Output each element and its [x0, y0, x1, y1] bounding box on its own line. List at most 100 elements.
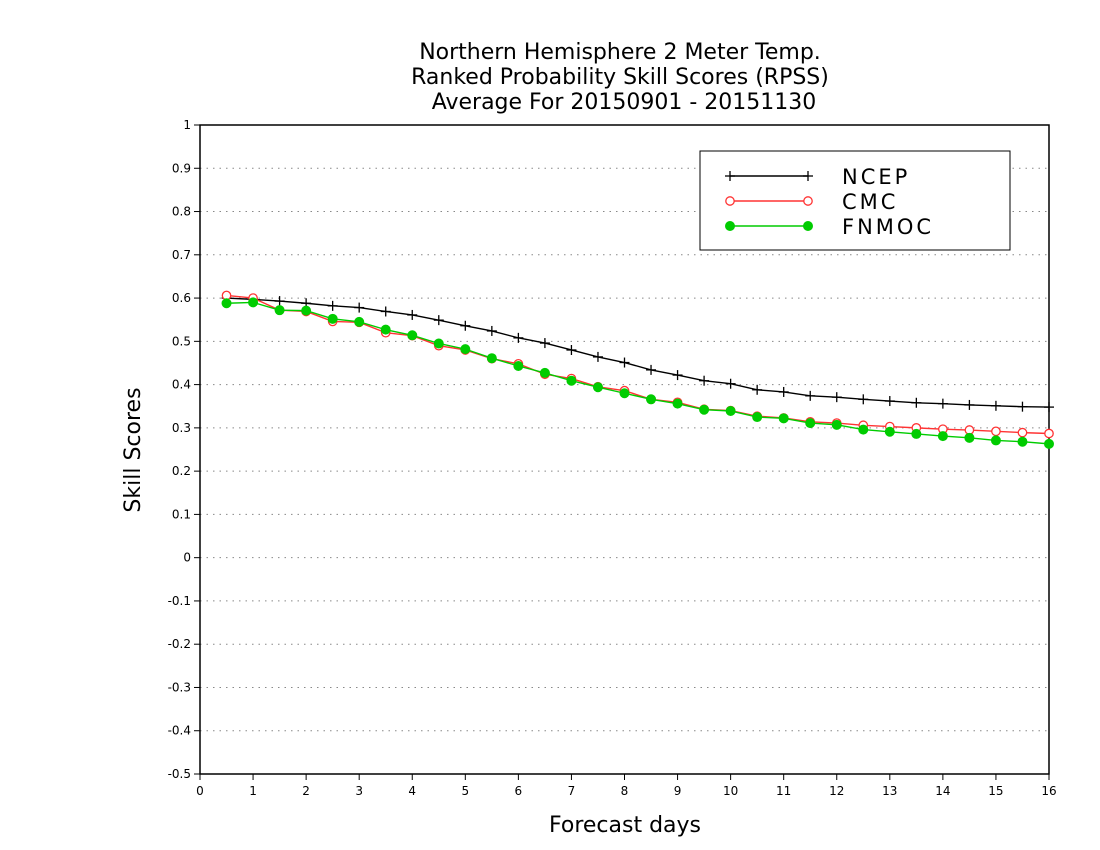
data-point [460, 344, 471, 355]
data-point [486, 353, 497, 364]
x-tick-label: 14 [935, 784, 950, 798]
data-point [1044, 428, 1054, 439]
data-point [911, 397, 922, 408]
data-point [725, 196, 735, 206]
data-point [725, 221, 735, 231]
y-tick-label: 0.9 [172, 161, 191, 175]
x-tick-label: 0 [196, 784, 204, 798]
x-tick-label: 12 [829, 784, 844, 798]
data-point [433, 338, 444, 349]
data-point [964, 399, 975, 410]
data-point [433, 315, 444, 326]
x-tick-label: 13 [882, 784, 897, 798]
data-point [699, 404, 710, 415]
chart-title-line-2: Ranked Probability Skill Scores (RPSS) [411, 65, 829, 90]
x-axis: 0 1 2 3 4 5 6 7 8 9 10 11 12 13 14 15 16 [196, 774, 1057, 798]
data-point [221, 298, 232, 309]
data-point [592, 351, 603, 362]
data-point [752, 384, 763, 395]
data-point [803, 221, 813, 231]
data-point [566, 344, 577, 355]
y-tick-label: -0.2 [168, 637, 191, 651]
data-point [619, 357, 630, 368]
data-point [831, 419, 842, 430]
x-tick-label: 8 [621, 784, 629, 798]
data-point [778, 386, 789, 397]
y-tick-label: 1 [183, 118, 191, 132]
y-tick-label: -0.3 [168, 680, 191, 694]
y-axis: -0.5 -0.4 -0.3 -0.2 -0.1 0 0.1 0.2 0.3 0.4 0.5 0.6 0… [168, 118, 200, 781]
data-point [407, 309, 418, 320]
data-point [884, 396, 895, 407]
x-tick-label: 1 [249, 784, 257, 798]
x-tick-label: 6 [515, 784, 523, 798]
data-point [274, 305, 285, 316]
x-tick-label: 15 [988, 784, 1003, 798]
legend-item-fnmoc: FNMOC [725, 215, 934, 239]
y-tick-label: 0.5 [172, 334, 191, 348]
data-point [990, 400, 1001, 411]
data-point [937, 431, 948, 442]
data-point [274, 296, 285, 307]
series-fnmoc [221, 297, 1054, 449]
data-point [354, 302, 365, 313]
data-point [646, 394, 657, 405]
series-layer [221, 290, 1054, 449]
data-point [460, 320, 471, 331]
series-line-ncep [226, 297, 1050, 408]
data-point [380, 324, 391, 335]
chart-title-line-1: Northern Hemisphere 2 Meter Temp. [419, 40, 821, 65]
data-point [911, 428, 922, 439]
y-tick-label: -0.1 [168, 594, 191, 608]
y-tick-label: 0.4 [172, 378, 191, 392]
data-point [380, 306, 391, 317]
legend-label: CMC [842, 190, 898, 214]
data-point [803, 196, 813, 206]
data-point [327, 313, 338, 324]
y-tick-label: 0.1 [172, 507, 191, 521]
data-point [1044, 402, 1054, 413]
data-point [803, 171, 813, 181]
x-tick-label: 4 [408, 784, 416, 798]
data-point [725, 405, 736, 416]
data-point [805, 390, 816, 401]
legend-label: FNMOC [842, 215, 934, 239]
data-point [301, 305, 312, 316]
data-point [513, 332, 524, 343]
chart-title-line-3: Average For 20150901 - 20151130 [432, 90, 817, 115]
data-point [672, 370, 683, 381]
x-tick-label: 7 [568, 784, 576, 798]
series-ncep [221, 293, 1054, 413]
data-point [1044, 438, 1054, 449]
data-point [884, 426, 895, 437]
horizontal-gridlines [200, 167, 1049, 732]
data-point [990, 435, 1001, 446]
data-point [619, 388, 630, 399]
data-point [1017, 427, 1028, 438]
data-point [327, 300, 338, 311]
data-point [592, 382, 603, 393]
y-tick-label: 0.8 [172, 205, 191, 219]
data-point [805, 418, 816, 429]
legend-label: NCEP [842, 165, 910, 189]
data-point [1017, 401, 1028, 412]
data-point [672, 398, 683, 409]
series-line-cmc [226, 294, 1050, 435]
data-point [964, 432, 975, 443]
data-point [725, 378, 736, 389]
y-tick-label: -0.5 [168, 767, 191, 781]
data-point [407, 330, 418, 341]
x-tick-label: 5 [461, 784, 469, 798]
x-tick-label: 2 [302, 784, 310, 798]
data-point [831, 392, 842, 403]
x-tick-label: 16 [1041, 784, 1056, 798]
y-tick-label: -0.4 [168, 724, 191, 738]
data-point [937, 398, 948, 409]
x-tick-label: 11 [776, 784, 791, 798]
chart-title: Northern Hemisphere 2 Meter Temp. Ranked… [411, 40, 829, 115]
data-point [646, 364, 657, 375]
data-point [1017, 436, 1028, 447]
data-point [354, 316, 365, 327]
y-axis-label: Skill Scores [121, 387, 146, 512]
